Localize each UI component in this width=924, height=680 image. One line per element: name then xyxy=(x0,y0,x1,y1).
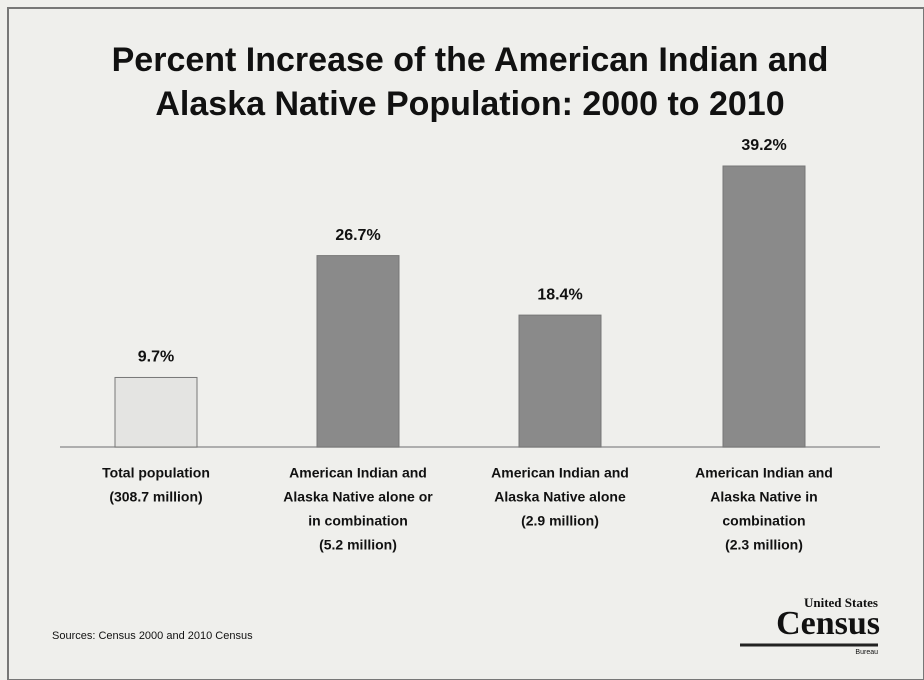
chart-title: Percent Increase of the American Indian … xyxy=(112,41,829,79)
x-tick-label: combination xyxy=(722,513,805,529)
x-tick-label: American Indian and xyxy=(289,465,427,481)
bar xyxy=(722,165,806,448)
logo-top: United States xyxy=(804,595,878,610)
logo-main: Census xyxy=(776,605,880,642)
x-tick-label: Alaska Native alone xyxy=(494,489,626,505)
data-label: 39.2% xyxy=(741,137,786,154)
bar xyxy=(316,255,400,448)
source-note: Sources: Census 2000 and 2010 Census xyxy=(52,630,253,642)
x-tick-label: (2.3 million) xyxy=(725,537,803,553)
data-label: 9.7% xyxy=(138,349,174,366)
x-tick-label: (308.7 million) xyxy=(109,489,202,505)
x-tick-label: Total population xyxy=(102,465,210,481)
bar xyxy=(114,376,198,448)
frame xyxy=(7,7,924,680)
x-tick-label: in combination xyxy=(308,513,408,529)
logo-bottom: Bureau xyxy=(855,649,878,656)
x-tick-label: American Indian and xyxy=(695,465,833,481)
bar xyxy=(518,314,602,448)
x-tick-label: (5.2 million) xyxy=(319,537,397,553)
chart-title: Alaska Native Population: 2000 to 2010 xyxy=(155,85,784,123)
x-tick-label: (2.9 million) xyxy=(521,513,599,529)
x-tick-label: Alaska Native alone or xyxy=(283,489,433,505)
data-label: 18.4% xyxy=(537,286,582,303)
data-label: 26.7% xyxy=(335,227,380,244)
x-tick-label: Alaska Native in xyxy=(710,489,817,505)
x-tick-label: American Indian and xyxy=(491,465,629,481)
